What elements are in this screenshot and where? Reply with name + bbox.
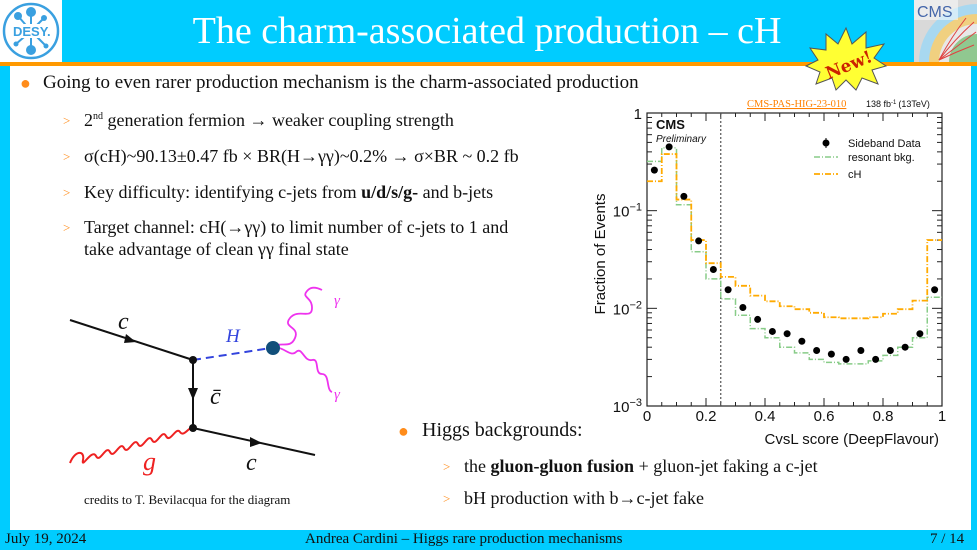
data-point [842, 355, 850, 363]
label-c-out: c [246, 450, 257, 476]
label-cbar: c̄ [210, 384, 221, 410]
label-c-in: c [118, 309, 129, 335]
y-tick-label: 10−1 [613, 202, 642, 221]
data-point [768, 327, 776, 335]
data-point [827, 350, 835, 358]
data-point [783, 330, 791, 338]
bullet-main: Going to even rarer production mechanism… [43, 72, 639, 93]
data-point [695, 237, 703, 245]
cvsl-plot: 0 0.2 0.4 0.6 0.8 1 1 10−1 10−2 10−3 CMS Prelimi… [592, 99, 946, 448]
x-tick-label: 0.4 [755, 408, 776, 425]
slide-header: DESY. The charm-associated production – … [0, 0, 977, 62]
cms-logo: CMS [914, 0, 977, 62]
data-point [754, 315, 762, 323]
data-point [650, 166, 658, 174]
reference-link[interactable]: CMS-PAS-HIG-23-010 [747, 99, 846, 110]
histogram-resonant-bkg [647, 147, 942, 365]
desy-logo: DESY. [0, 0, 62, 62]
higgs-decay-blob [266, 341, 280, 355]
x-tick-label: 0.8 [873, 408, 894, 425]
data-point [901, 343, 909, 351]
sub-bullet-bh: bH production with b→c-jet fake [464, 488, 704, 508]
sub-bullet-arrow: > [63, 149, 71, 164]
sub-bullet-target-line1: Target channel: cH(→γγ) to limit number … [84, 217, 509, 237]
bullet-dot: ● [20, 73, 31, 93]
x-tick-label: 0 [643, 408, 651, 425]
label-gluon: g [143, 447, 156, 476]
svg-text:CMS: CMS [917, 4, 953, 21]
y-tick-label: 10−2 [613, 299, 642, 318]
legend-label-ch: cH [848, 169, 862, 181]
x-tick-label: 0.6 [814, 408, 835, 425]
footer-date: July 19, 2024 [5, 531, 87, 547]
footer-author-title: Andrea Cardini – Higgs rare production m… [305, 531, 623, 547]
y-tick-label: 1 [634, 106, 642, 123]
label-gamma-1: γ [334, 293, 341, 309]
sub-bullet-ggf: the gluon-gluon fusion + gluon-jet fakin… [464, 456, 818, 476]
label-gamma-2: γ [334, 387, 341, 403]
legend: Sideband Data resonant bkg. cH [814, 138, 922, 181]
data-point [857, 347, 865, 355]
photon-line-1 [270, 286, 323, 349]
y-axis-label: Fraction of Events [592, 194, 609, 315]
sub-bullet-target-line2: take advantage of clean γγ final state [84, 239, 349, 259]
luminosity-label: 138 fb-1 (13TeV) [866, 99, 930, 109]
bullet-dot: ● [398, 421, 409, 441]
sub-bullet-cross-section: σ(cH)~90.13±0.47 fb × BR(H→γγ)~0.2% → σ×… [84, 146, 519, 166]
new-badge: New! [802, 26, 888, 92]
data-point [931, 286, 939, 294]
sub-bullet-arrow: > [63, 185, 71, 200]
data-point [886, 347, 894, 355]
header-divider [0, 62, 977, 66]
photon-line-2 [270, 346, 333, 393]
slide-footer: July 19, 2024 Andrea Cardini – Higgs rar… [0, 530, 977, 550]
gluon-line [69, 426, 194, 464]
higgs-line [192, 347, 272, 361]
sub-bullet-arrow: > [63, 113, 71, 128]
data-point [813, 347, 821, 355]
sub-bullet-arrow: > [63, 220, 71, 235]
data-point [872, 355, 880, 363]
data-point [665, 143, 673, 151]
footer-page-number: 7 / 14 [930, 531, 965, 547]
diagram-credit: credits to T. Bevilacqua for the diagram [84, 492, 291, 507]
data-point [798, 337, 806, 345]
x-tick-label: 1 [938, 408, 946, 425]
data-point [709, 265, 717, 273]
slide-title: The charm-associated production – cH [192, 10, 782, 52]
cms-label: CMS [656, 117, 685, 132]
x-tick-label: 0.2 [696, 408, 717, 425]
bullet-higgs-backgrounds: Higgs backgrounds: [422, 419, 583, 441]
sub-bullet-arrow: > [443, 459, 451, 474]
legend-label-data: Sideband Data [848, 138, 922, 150]
plot-frame [646, 112, 943, 407]
label-higgs: H [225, 326, 241, 347]
preliminary-label: Preliminary [656, 134, 707, 145]
sub-bullet-generation: 2nd generation fermion → weaker coupling… [84, 110, 454, 130]
x-axis-label: CvsL score (DeepFlavour) [765, 431, 940, 448]
sub-bullet-difficulty: Key difficulty: identifying c-jets from … [84, 182, 494, 202]
sub-bullet-arrow: > [443, 491, 451, 506]
feynman-diagram: c H c̄ g c γ γ [69, 286, 341, 476]
svg-text:DESY.: DESY. [13, 24, 51, 39]
data-point [916, 330, 924, 338]
y-tick-label: 10−3 [613, 397, 642, 416]
vertex-dot [189, 424, 197, 432]
data-point [680, 192, 688, 200]
data-point [739, 303, 747, 311]
legend-label-resonant: resonant bkg. [848, 152, 915, 164]
vertex-dot [189, 356, 197, 364]
data-point [724, 286, 732, 294]
